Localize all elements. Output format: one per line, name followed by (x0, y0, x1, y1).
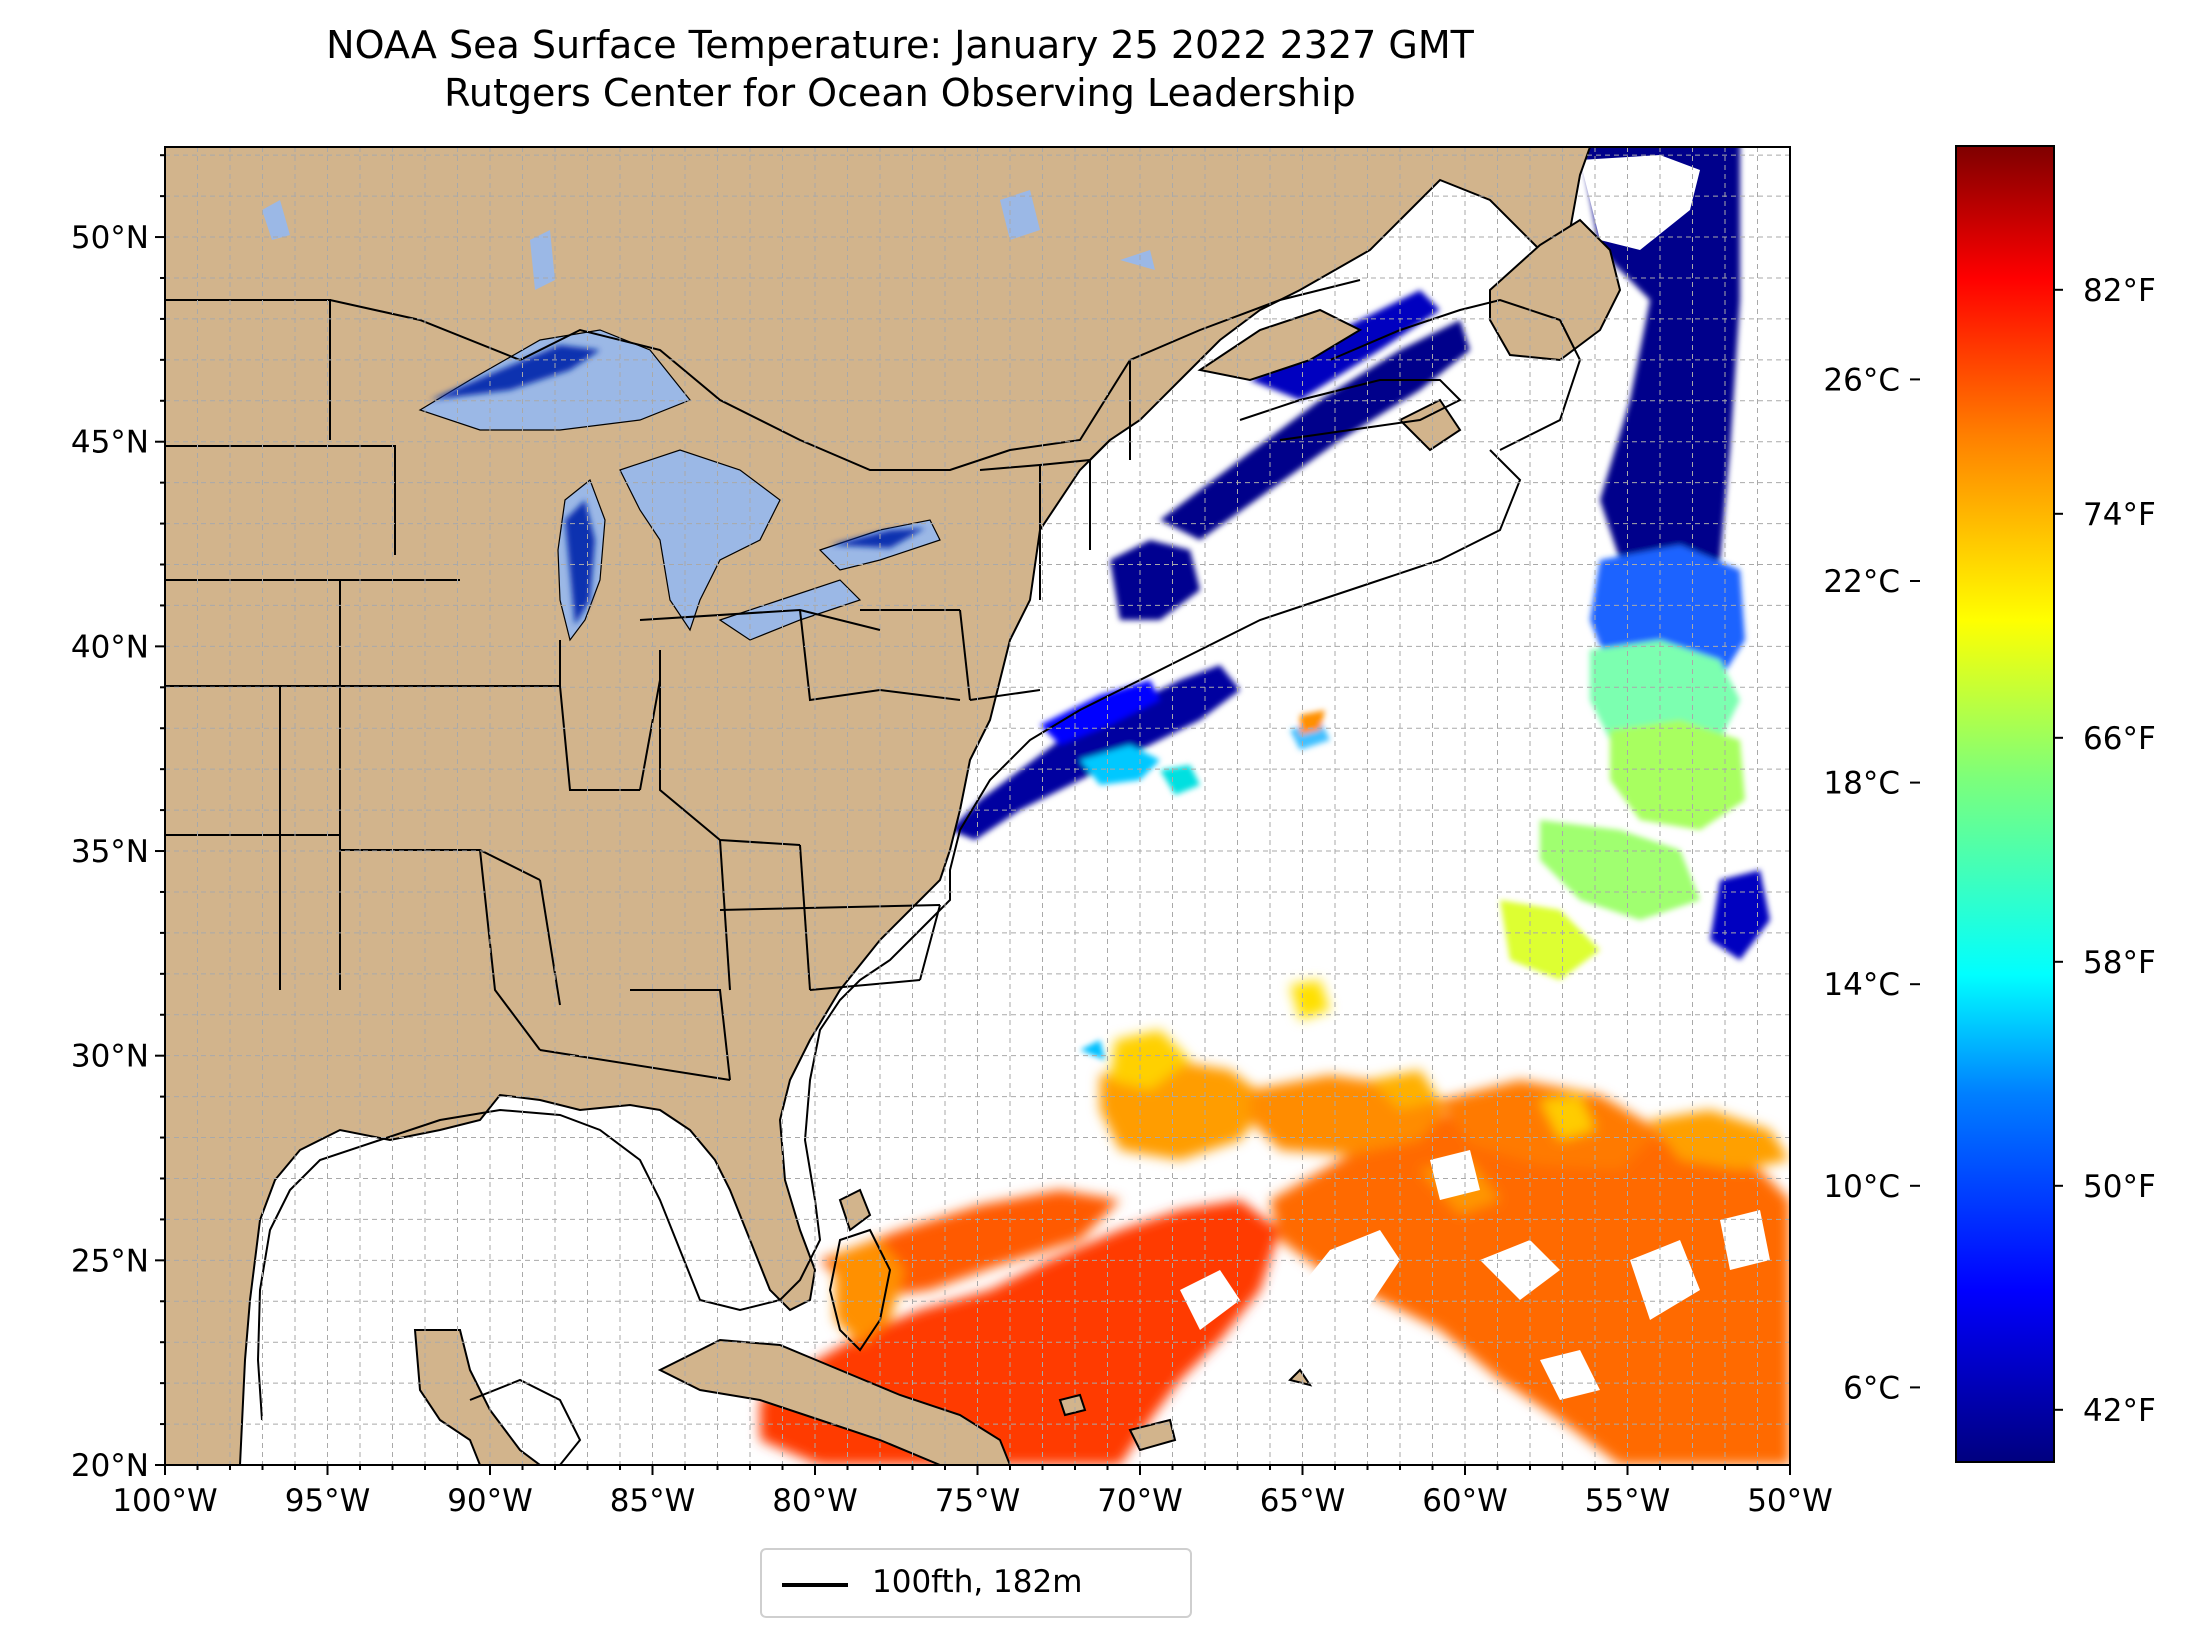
x-tick-marks (164, 1465, 1791, 1475)
y-tick-label: 50°N (71, 220, 149, 256)
x-tick-label: 85°W (610, 1483, 696, 1519)
colorbar-c-label: 26°C (1823, 362, 1900, 398)
y-tick-label: 40°N (71, 629, 149, 665)
x-tick-label: 75°W (935, 1483, 1021, 1519)
colorbar-f-label: 74°F (2083, 497, 2156, 533)
colorbar-f-label: 42°F (2083, 1393, 2156, 1429)
lake-ice-cold-water (430, 345, 925, 625)
legend-line-swatch (782, 1583, 848, 1587)
colorbar-f-label: 66°F (2083, 721, 2156, 757)
y-tick-label: 20°N (71, 1448, 149, 1484)
x-tick-label: 100°W (112, 1483, 217, 1519)
y-tick-label: 35°N (71, 834, 149, 870)
x-tick-label: 95°W (285, 1483, 371, 1519)
y-tick-label: 25°N (71, 1243, 149, 1279)
legend: 100fth, 182m (760, 1548, 1192, 1618)
isobath-100fth (256, 298, 1582, 1465)
x-tick-label: 65°W (1260, 1483, 1346, 1519)
colorbar-fahrenheit-ticks: 82°F 74°F 66°F 58°F 50°F 42°F (2053, 273, 2156, 1429)
x-tick-label: 60°W (1422, 1483, 1508, 1519)
chart-subtitle: Rutgers Center for Ocean Observing Leade… (444, 71, 1356, 115)
y-tick-labels: 50°N 45°N 40°N 35°N 30°N 25°N 20°N (71, 220, 149, 1484)
colorbar-c-label: 18°C (1823, 766, 1900, 802)
state-boundaries (165, 299, 1131, 1081)
chart-title: NOAA Sea Surface Temperature: January 25… (326, 23, 1474, 67)
colorbar-celsius-ticks: 26°C 22°C 18°C 14°C 10°C 6°C (1823, 362, 1920, 1406)
x-tick-label: 55°W (1585, 1483, 1671, 1519)
inland-water-bodies (262, 190, 1155, 290)
colorbar-c-label: 14°C (1823, 967, 1900, 1003)
graticule (165, 147, 1790, 1465)
y-tick-label: 45°N (71, 425, 149, 461)
colorbar-c-label: 22°C (1823, 564, 1900, 600)
colorbar-c-label: 6°C (1843, 1370, 1900, 1406)
x-tick-label: 80°W (772, 1483, 858, 1519)
legend-label: 100fth, 182m (872, 1564, 1083, 1600)
colorbar (1955, 145, 2055, 1463)
y-tick-marks (155, 154, 165, 1466)
x-tick-label: 50°W (1747, 1483, 1833, 1519)
us-canada-border (165, 279, 1361, 471)
land-layer (165, 147, 1622, 1465)
x-tick-labels: 100°W 95°W 90°W 85°W 80°W 75°W 70°W 65°W 60°W 55°… (112, 1483, 1832, 1519)
colorbar-f-label: 58°F (2083, 945, 2156, 981)
colorbar-f-label: 50°F (2083, 1169, 2156, 1205)
y-tick-label: 30°N (71, 1039, 149, 1075)
colorbar-c-label: 10°C (1823, 1169, 1900, 1205)
x-tick-label: 70°W (1097, 1483, 1183, 1519)
x-tick-label: 90°W (447, 1483, 533, 1519)
colorbar-f-label: 82°F (2083, 273, 2156, 309)
